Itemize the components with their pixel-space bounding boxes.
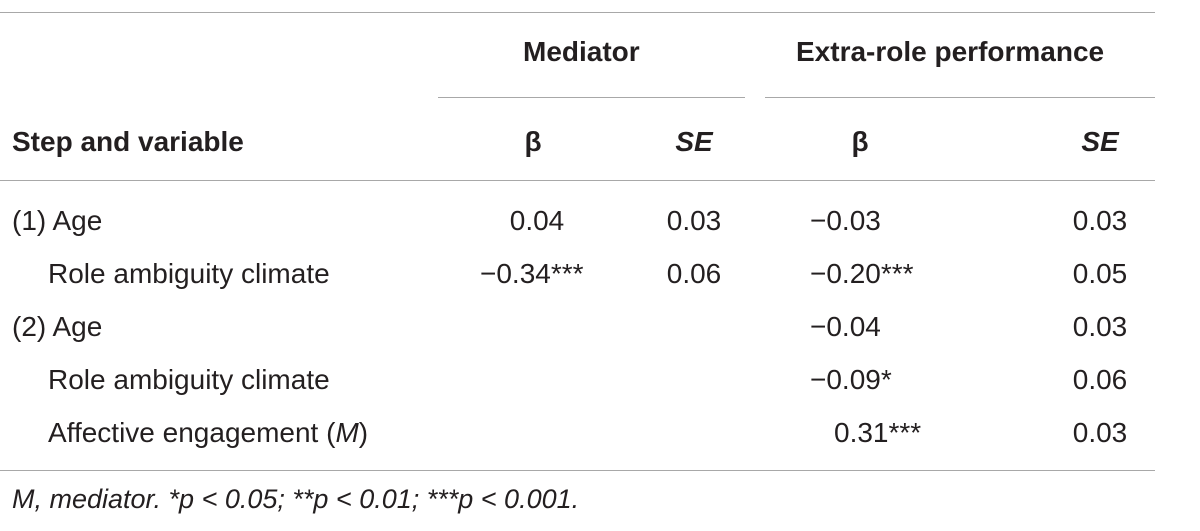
column-header-step: Step and variable bbox=[12, 126, 244, 157]
column-header-se-extra-role: SE bbox=[1081, 126, 1119, 157]
table-bottom-rule bbox=[0, 470, 1155, 471]
cell-se-extra-role: 0.05 bbox=[1072, 258, 1128, 289]
cell-se-extra-role: 0.06 bbox=[1072, 364, 1128, 395]
extra-role-underline bbox=[765, 97, 1155, 98]
header-bottom-rule bbox=[0, 180, 1155, 181]
row-label: (1) Age bbox=[12, 205, 103, 236]
table-top-rule bbox=[0, 12, 1155, 13]
row-label: (2) Age bbox=[12, 311, 103, 342]
row-label-italic: M bbox=[335, 417, 359, 448]
row-label: Role ambiguity climate bbox=[48, 258, 330, 289]
mediator-underline bbox=[438, 97, 745, 98]
group-header-mediator: Mediator bbox=[523, 36, 640, 67]
cell-se-mediator: 0.03 bbox=[666, 205, 722, 236]
cell-beta-mediator: 0.04 bbox=[509, 205, 565, 236]
row-label: Affective engagement (M) bbox=[48, 416, 368, 450]
column-header-beta-extra-role: β bbox=[851, 126, 869, 157]
column-header-beta-mediator: β bbox=[524, 126, 542, 157]
cell-beta-extra-role: 0.31*** bbox=[834, 417, 922, 448]
row-label-prefix: Affective engagement ( bbox=[48, 417, 336, 448]
table-footnote: M, mediator. *p < 0.05; **p < 0.01; ***p… bbox=[12, 484, 580, 514]
cell-beta-extra-role: −0.04 bbox=[810, 311, 881, 342]
row-label: Role ambiguity climate bbox=[48, 364, 330, 395]
cell-se-mediator: 0.06 bbox=[666, 258, 722, 289]
cell-se-extra-role: 0.03 bbox=[1072, 311, 1128, 342]
cell-beta-extra-role: −0.09* bbox=[810, 364, 892, 395]
cell-beta-mediator: −0.34*** bbox=[480, 258, 584, 289]
cell-se-extra-role: 0.03 bbox=[1072, 205, 1128, 236]
cell-beta-extra-role: −0.03 bbox=[810, 205, 881, 236]
column-header-se-mediator: SE bbox=[675, 126, 713, 157]
cell-beta-extra-role: −0.20*** bbox=[810, 258, 914, 289]
row-label-suffix: ) bbox=[358, 417, 369, 448]
cell-se-extra-role: 0.03 bbox=[1072, 417, 1128, 448]
group-header-extra-role: Extra-role performance bbox=[796, 36, 1105, 67]
